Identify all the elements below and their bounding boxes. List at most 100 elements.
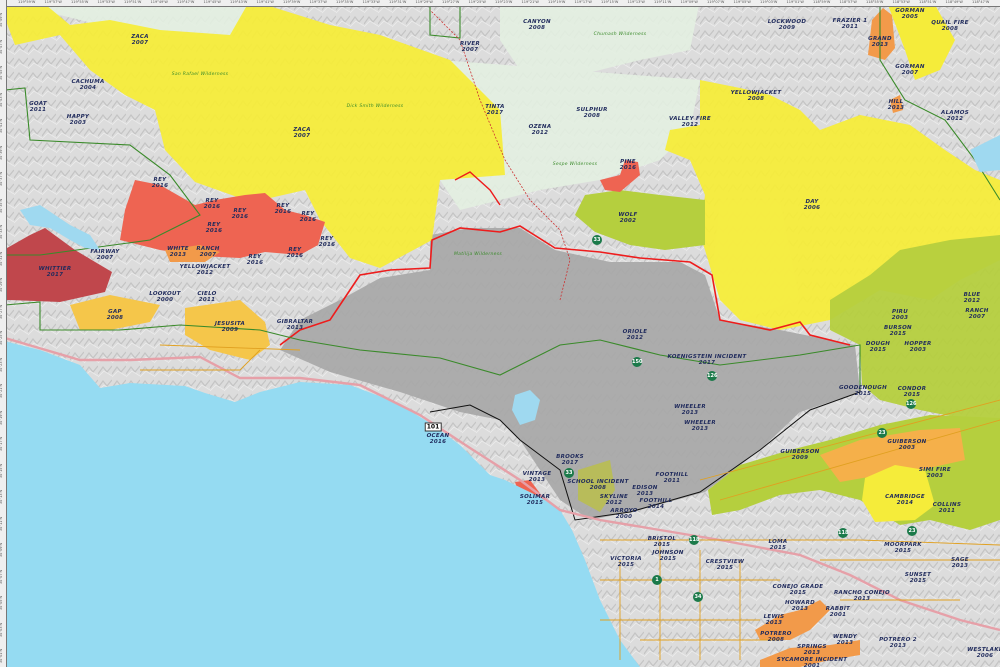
fire-name: EDISON — [632, 485, 658, 491]
fire-label: SOLIMAR 2015 — [520, 494, 550, 506]
highway-126-shield: 126 — [906, 399, 917, 409]
fire-label: BLUE 2012 — [964, 292, 981, 304]
latitude-tick: 34°49'N — [0, 12, 4, 28]
latitude-tick: 34°43'N — [0, 92, 4, 107]
fire-year: 2003 — [69, 120, 87, 126]
fire-name: GUIBERSON — [887, 439, 927, 445]
fire-label: GIBRALTAR 2013 — [277, 319, 313, 331]
fire-label: GUIBERSON 2009 — [780, 449, 819, 461]
fire-year: 2015 — [869, 347, 887, 353]
fire-year: 2017 — [698, 360, 716, 366]
fire-label: WHITE 2013 — [167, 246, 189, 258]
longitude-tick: 119°27'W — [442, 0, 460, 4]
fire-year: 2016 — [246, 260, 264, 266]
fire-name: CONEJO GRADE — [772, 584, 824, 590]
fire-school-incident-2008 — [578, 460, 615, 512]
fire-label: COLLINS 2011 — [933, 502, 961, 514]
fire-label: GORMAN 2005 — [895, 8, 925, 20]
longitude-tick: 119°33'W — [362, 0, 380, 4]
longitude-tick: 119°35'W — [336, 0, 354, 4]
pyramid-lake — [970, 135, 1000, 172]
fire-name: OZENA — [528, 124, 552, 130]
fire-name: YELLOWJACKET — [730, 90, 782, 96]
longitude-tick: 119°17'W — [574, 0, 592, 4]
longitude-tick: 119°57'W — [44, 0, 62, 4]
fire-piru-2003 — [830, 235, 1000, 420]
fire-name: GOODENOUGH — [838, 385, 888, 391]
fire-rey-2016 — [120, 180, 325, 258]
fire-name: JOHNSON — [652, 550, 684, 556]
fire-name: RABBIT — [825, 606, 851, 612]
fire-year: 2009 — [778, 25, 796, 31]
longitude-tick: 119°15'W — [601, 0, 619, 4]
fire-name: REY — [207, 222, 221, 228]
fire-name: TINTA — [485, 104, 505, 110]
lake-cachuma — [20, 205, 100, 250]
latitude-tick: 34°39'N — [0, 145, 4, 160]
fire-name: ZACA — [131, 34, 149, 40]
fire-year: 2016 — [231, 214, 249, 220]
fire-year: 2008 — [589, 485, 607, 491]
fire-year: 2007 — [199, 252, 217, 258]
fire-year: 2015 — [789, 590, 807, 596]
fire-name: CAMBRIDGE — [885, 494, 925, 500]
fire-year: 2016 — [299, 217, 317, 223]
fire-year: 2003 — [891, 315, 909, 321]
longitude-scale: 119°59'W 119°57'W 119°55'W 119°53'W 119°51'W… — [0, 0, 1000, 7]
fire-year: 2016 — [619, 165, 637, 171]
fire-label: HILL 2013 — [888, 99, 905, 111]
fire-name: POTRERO 2 — [879, 637, 917, 643]
fire-year: 2012 — [531, 130, 549, 136]
fire-label: CAMBRIDGE 2014 — [885, 494, 925, 506]
fire-name: SKYLINE — [599, 494, 629, 500]
fire-year: 2013 — [528, 477, 546, 483]
fire-label: RANCH 2007 — [965, 308, 988, 320]
fire-name: CONDOR — [897, 386, 927, 392]
longitude-tick: 119°43'W — [230, 0, 248, 4]
fire-year: 2014 — [647, 504, 665, 510]
fire-name: WENDY — [832, 634, 858, 640]
latitude-tick: 34°41'N — [0, 118, 4, 134]
fire-jesusita-2009 — [185, 300, 270, 360]
fire-year: 2000 — [615, 514, 633, 520]
fire-year: 2013 — [691, 426, 709, 432]
fire-name: POTRERO — [760, 631, 792, 637]
highway-34-shield: 34 — [693, 592, 703, 602]
fire-name: GAP — [108, 309, 122, 315]
fire-label: BROOKS 2017 — [556, 454, 584, 466]
highway-118-shield: 118 — [689, 535, 700, 545]
fire-name: CRESTVIEW — [705, 559, 745, 565]
fire-label: SAGE 2013 — [951, 557, 969, 569]
fire-year: 2014 — [896, 500, 914, 506]
longitude-tick: 118°55'W — [866, 0, 884, 4]
fire-name: BRISTOL — [647, 536, 677, 542]
longitude-tick: 119°13'W — [627, 0, 645, 4]
fire-cambridge-2014 — [862, 465, 935, 522]
fire-name: HOPPER — [904, 341, 932, 347]
fire-name: WESTLAKE — [967, 647, 1000, 653]
fire-year: 2013 — [871, 42, 889, 48]
longitude-tick: 119°09'W — [680, 0, 698, 4]
highway-23-shield: 23 — [877, 428, 887, 438]
fire-year: 2013 — [803, 650, 821, 656]
fire-year: 2011 — [663, 478, 681, 484]
fire-name: REY — [205, 198, 219, 204]
fire-label: REY 2016 — [275, 203, 292, 215]
fire-name: REY — [248, 254, 262, 260]
fire-label: QUAIL FIRE 2008 — [931, 20, 968, 32]
roads — [140, 344, 1000, 660]
fire-year: 2007 — [96, 255, 114, 261]
fire-year: 2013 — [169, 252, 187, 258]
fire-label: HOPPER 2003 — [904, 341, 931, 353]
highway-1-shield: 1 — [652, 575, 662, 585]
longitude-tick: 119°37'W — [309, 0, 327, 4]
fire-label: REY 2016 — [152, 177, 169, 189]
fire-name: WHEELER — [674, 404, 706, 410]
fire-label: HAPPY 2003 — [67, 114, 89, 126]
fire-name: VICTORIA — [610, 556, 642, 562]
fire-name: BROOKS — [556, 454, 584, 460]
wilderness-label: Sespe Wilderness — [552, 162, 598, 167]
fire-label: OCEAN 2016 — [427, 433, 450, 445]
fire-label: POTRERO 2008 — [760, 631, 791, 643]
